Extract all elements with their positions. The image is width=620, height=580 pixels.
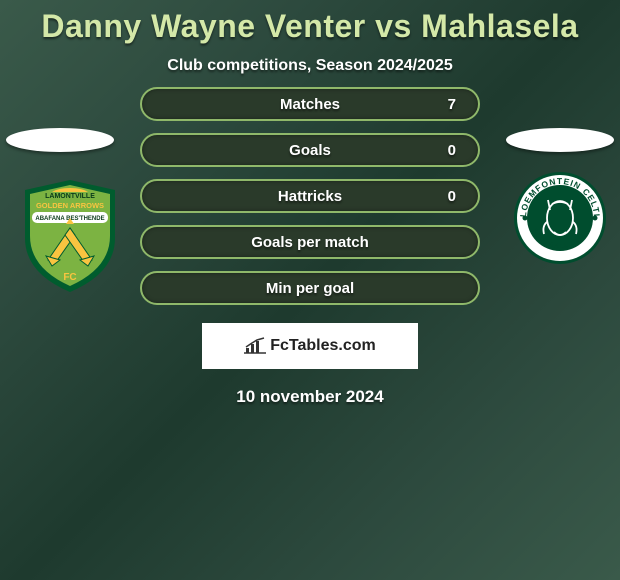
bloemfontein-celtic-logo-icon: BLOEMFONTEIN CELTIC FOOTBALL CLUB	[512, 170, 608, 266]
stat-row-matches: Matches 7	[140, 87, 480, 121]
svg-text:LAMONTVILLE: LAMONTVILLE	[45, 193, 95, 200]
branding-label: FcTables.com	[270, 337, 376, 355]
stat-value: 0	[448, 181, 456, 211]
date-label: 10 november 2024	[0, 387, 620, 407]
stat-row-goals: Goals 0	[140, 133, 480, 167]
branding-banner: FcTables.com	[202, 323, 418, 369]
stat-label: Goals per match	[142, 227, 478, 257]
stat-value: 0	[448, 135, 456, 165]
stat-label: Min per goal	[142, 273, 478, 303]
chart-icon	[244, 337, 266, 355]
stat-label: Matches	[142, 89, 478, 119]
left-club-logo: LAMONTVILLE GOLDEN ARROWS ABAFANA BES'TH…	[20, 178, 120, 294]
page-title: Danny Wayne Venter vs Mahlasela	[0, 0, 620, 45]
stat-label: Goals	[142, 135, 478, 165]
left-player-oval	[6, 128, 114, 152]
golden-arrows-logo-icon: LAMONTVILLE GOLDEN ARROWS ABAFANA BES'TH…	[20, 178, 120, 294]
right-club-logo: BLOEMFONTEIN CELTIC FOOTBALL CLUB	[512, 170, 608, 266]
stat-row-min-per-goal: Min per goal	[140, 271, 480, 305]
stat-label: Hattricks	[142, 181, 478, 211]
subtitle: Club competitions, Season 2024/2025	[0, 57, 620, 75]
svg-text:FC: FC	[63, 272, 76, 283]
stat-row-goals-per-match: Goals per match	[140, 225, 480, 259]
right-player-oval	[506, 128, 614, 152]
stat-row-hattricks: Hattricks 0	[140, 179, 480, 213]
stat-value: 7	[448, 89, 456, 119]
svg-text:GOLDEN ARROWS: GOLDEN ARROWS	[36, 201, 104, 210]
